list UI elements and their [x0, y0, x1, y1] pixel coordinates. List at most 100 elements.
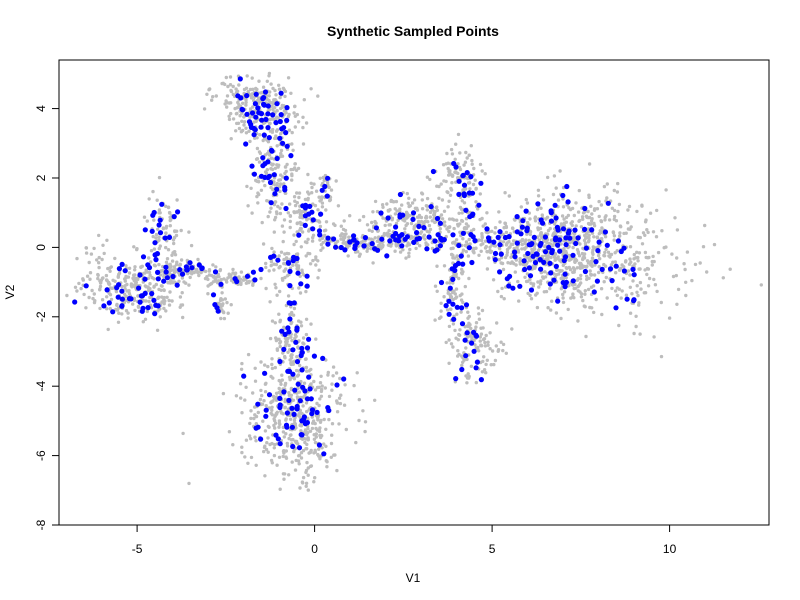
background-point	[352, 383, 356, 388]
background-point	[92, 292, 97, 296]
background-point	[294, 168, 299, 172]
background-point	[302, 381, 307, 385]
sampled-point	[282, 331, 288, 337]
background-point	[329, 441, 334, 446]
background-point	[536, 194, 541, 198]
background-point	[489, 249, 494, 254]
background-point	[447, 229, 451, 234]
background-point	[310, 426, 315, 431]
background-point	[222, 277, 226, 281]
background-point	[248, 139, 252, 144]
background-point	[152, 277, 156, 281]
background-point	[252, 120, 256, 124]
background-point	[319, 197, 324, 202]
sampled-point	[278, 112, 284, 118]
sampled-point	[562, 271, 568, 277]
background-point	[277, 425, 281, 429]
sampled-point	[119, 261, 125, 267]
background-point	[322, 229, 327, 233]
background-point	[148, 273, 152, 277]
background-point	[225, 94, 230, 98]
background-point	[289, 353, 294, 357]
sampled-point	[510, 285, 516, 291]
background-point	[587, 239, 591, 243]
background-point	[251, 105, 255, 109]
background-point	[536, 280, 540, 284]
sampled-point	[451, 316, 457, 322]
background-point	[132, 298, 137, 303]
sampled-point	[237, 76, 243, 82]
background-point	[334, 179, 338, 183]
background-point	[279, 148, 284, 153]
background-point	[308, 252, 312, 256]
background-point	[313, 440, 318, 445]
background-point	[279, 409, 283, 413]
background-point	[319, 394, 324, 398]
background-point	[306, 237, 310, 241]
background-point	[270, 408, 274, 412]
background-point	[205, 92, 209, 97]
background-point	[273, 414, 277, 419]
background-point	[442, 220, 447, 224]
background-point	[386, 209, 391, 213]
background-point	[313, 421, 317, 426]
background-point	[437, 196, 441, 200]
background-point	[490, 349, 495, 353]
background-point	[641, 231, 646, 235]
background-point	[375, 209, 380, 214]
sampled-point	[325, 175, 331, 181]
background-point	[257, 180, 261, 184]
sampled-point	[497, 242, 503, 248]
sampled-point	[316, 442, 322, 448]
background-point	[298, 215, 302, 219]
background-point	[290, 142, 294, 146]
background-point	[637, 303, 641, 307]
background-point	[133, 279, 137, 283]
sampled-point	[289, 405, 295, 411]
sampled-point	[416, 223, 422, 229]
background-point	[578, 264, 582, 268]
sampled-point	[414, 230, 420, 236]
background-point	[297, 462, 301, 466]
background-point	[615, 293, 619, 298]
sampled-point	[253, 114, 259, 120]
background-point	[251, 283, 255, 287]
background-point	[123, 284, 127, 288]
background-point	[461, 237, 465, 241]
background-point	[279, 132, 283, 136]
background-point	[542, 244, 547, 249]
sampled-point	[281, 346, 287, 352]
sampled-point	[596, 239, 602, 245]
background-point	[455, 254, 459, 259]
background-point	[270, 319, 275, 323]
background-point	[265, 441, 269, 445]
sampled-point	[562, 284, 568, 290]
background-point	[306, 438, 310, 442]
background-point	[244, 385, 248, 389]
sampled-point	[250, 269, 256, 275]
sampled-point	[310, 226, 316, 232]
background-point	[690, 278, 694, 283]
sampled-point	[560, 226, 567, 232]
background-point	[415, 241, 420, 246]
background-point	[698, 261, 702, 265]
background-point	[305, 240, 309, 245]
background-point	[451, 240, 456, 245]
background-point	[87, 295, 91, 300]
background-point	[84, 306, 88, 310]
background-point	[451, 253, 455, 258]
background-point	[493, 226, 498, 230]
background-point	[73, 285, 78, 289]
sampled-point	[283, 422, 290, 428]
background-point	[619, 225, 623, 229]
background-point	[628, 311, 633, 315]
background-point	[540, 254, 545, 259]
sampled-point	[519, 224, 526, 230]
background-point	[156, 296, 160, 300]
sampled-point	[542, 249, 549, 255]
background-point	[244, 126, 248, 130]
background-point	[501, 342, 506, 347]
background-point	[327, 417, 331, 422]
background-point	[346, 254, 350, 258]
sampled-point	[314, 409, 320, 415]
